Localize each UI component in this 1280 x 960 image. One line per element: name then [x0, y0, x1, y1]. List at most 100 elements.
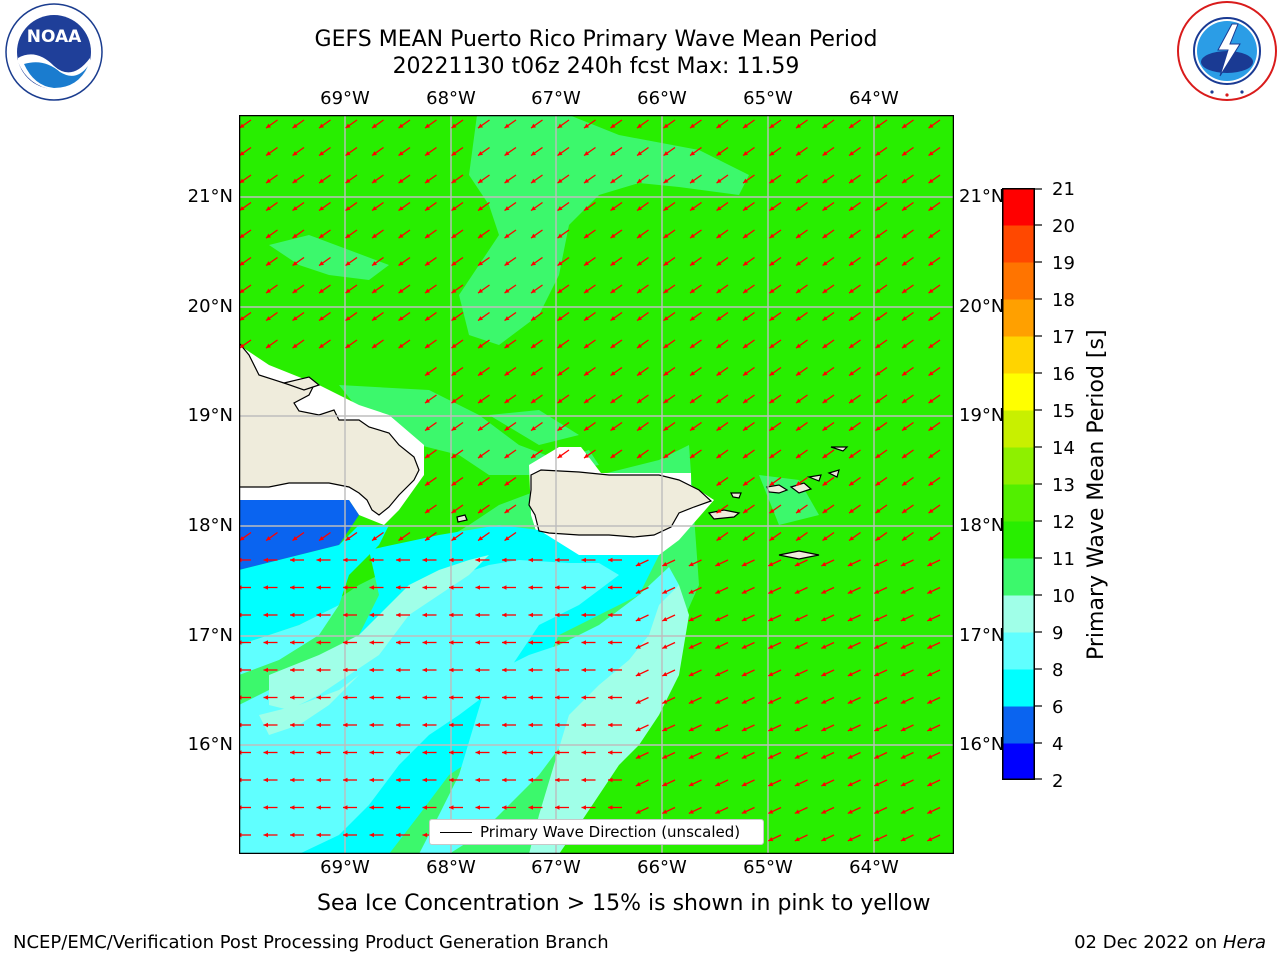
direction-arrow-head	[398, 151, 404, 156]
direction-arrow-head	[263, 640, 268, 645]
direction-arrow-head	[927, 781, 933, 787]
direction-arrow-head	[531, 151, 536, 156]
period-field-9-10	[259, 555, 689, 854]
direction-arrow-head	[425, 453, 430, 459]
direction-arrow-head	[768, 781, 774, 787]
direction-arrow-head	[610, 261, 616, 266]
direction-arrow-head	[874, 616, 880, 622]
direction-arrow-head	[690, 233, 695, 239]
direction-arrow-head	[875, 343, 881, 349]
direction-arrow-head	[345, 233, 351, 239]
direction-arrow-head	[847, 671, 853, 677]
direction-arrow-head	[475, 640, 480, 645]
direction-arrow-head	[502, 750, 507, 755]
direction-arrow-head	[635, 754, 641, 759]
direction-arrow-head	[874, 589, 880, 594]
direction-arrow-head	[263, 722, 268, 728]
footer-branch: NCEP/EMC/Verification Post Processing Pr…	[13, 932, 609, 953]
direction-arrow-head	[502, 585, 507, 590]
direction-arrow-head	[794, 616, 800, 622]
direction-arrow-head	[451, 426, 457, 431]
direction-arrow-head	[663, 316, 669, 321]
lat-tick-right: 17°N	[959, 625, 1005, 646]
direction-arrow-head	[875, 316, 881, 321]
direction-arrow-head	[478, 371, 483, 376]
direction-arrow-head	[821, 671, 827, 677]
direction-arrow-head	[584, 233, 589, 239]
direction-arrow-head	[425, 371, 430, 376]
direction-arrow-head	[239, 206, 245, 211]
direction-arrow-head	[874, 726, 880, 732]
direction-arrow-head	[902, 343, 907, 349]
direction-arrow-head	[451, 398, 457, 404]
direction-arrow-head	[422, 832, 427, 838]
direction-arrow-head	[449, 805, 454, 810]
direction-arrow-head	[266, 343, 271, 349]
direction-arrow-head	[902, 233, 907, 239]
lat-tick-left: 19°N	[187, 405, 233, 426]
direction-arrow-head	[637, 398, 642, 404]
direction-arrow-head	[451, 536, 457, 541]
direction-arrow-head	[398, 288, 404, 294]
direction-arrow-head	[398, 261, 404, 266]
direction-arrow-head	[610, 371, 616, 376]
direction-arrow-head	[635, 616, 641, 622]
direction-arrow-head	[741, 754, 747, 759]
direction-arrow-head	[584, 151, 589, 156]
direction-arrow-head	[821, 781, 827, 787]
direction-arrow-head	[715, 561, 721, 567]
direction-arrow-head	[849, 398, 854, 404]
direction-arrow-head	[847, 616, 853, 622]
direction-arrow-head	[902, 178, 907, 184]
direction-arrow-head	[741, 671, 747, 677]
direction-arrow-head	[716, 206, 722, 211]
direction-arrow-head	[821, 754, 827, 759]
direction-arrow-head	[319, 123, 324, 129]
direction-arrow-head	[902, 481, 907, 486]
direction-arrow-head	[478, 453, 483, 459]
direction-arrow-head	[239, 536, 245, 541]
direction-arrow-head	[874, 699, 880, 704]
direction-arrow-head	[345, 316, 351, 321]
direction-arrow-head	[928, 316, 934, 321]
direction-arrow-head	[292, 261, 298, 266]
direction-arrow-head	[796, 371, 801, 376]
direction-arrow-head	[635, 781, 641, 787]
direction-arrow-head	[927, 644, 933, 649]
direction-arrow-head	[847, 781, 853, 787]
direction-arrow-head	[822, 123, 828, 129]
colorbar-tick-label: 2	[1052, 771, 1064, 792]
direction-arrow-head	[290, 832, 295, 838]
colorbar-tick-label: 15	[1052, 401, 1075, 422]
direction-arrow-head	[502, 612, 507, 618]
direction-arrow-head	[502, 667, 507, 673]
direction-arrow-head	[716, 453, 722, 459]
direction-arrow-head	[690, 123, 695, 129]
direction-arrow-head	[635, 699, 641, 704]
direction-arrow-head	[715, 726, 721, 732]
direction-arrow-head	[451, 481, 457, 486]
direction-arrow-head	[902, 316, 907, 321]
direction-arrow-head	[581, 612, 586, 618]
direction-arrow-head	[451, 371, 457, 376]
direction-arrow-head	[478, 343, 483, 349]
direction-arrow-head	[743, 371, 748, 376]
direction-arrow-head	[369, 612, 374, 618]
direction-arrow-head	[502, 695, 507, 700]
direction-arrow-head	[874, 754, 880, 759]
colorbar-block	[1002, 706, 1035, 744]
footer-machine: Hera	[1222, 932, 1266, 953]
direction-arrow-head	[715, 781, 721, 787]
direction-arrow-head	[875, 536, 881, 541]
direction-arrow-head	[478, 261, 483, 266]
direction-arrow-head	[531, 371, 536, 376]
direction-arrow-head	[263, 557, 268, 563]
direction-arrow-head	[292, 288, 298, 294]
direction-arrow-head	[369, 832, 374, 838]
direction-arrow-head	[902, 151, 907, 156]
direction-arrow-head	[928, 453, 934, 459]
wave-direction-arrows	[239, 119, 941, 842]
colorbar-block	[1002, 262, 1035, 300]
direction-arrow-head	[688, 809, 694, 814]
direction-arrow-head	[290, 805, 295, 810]
